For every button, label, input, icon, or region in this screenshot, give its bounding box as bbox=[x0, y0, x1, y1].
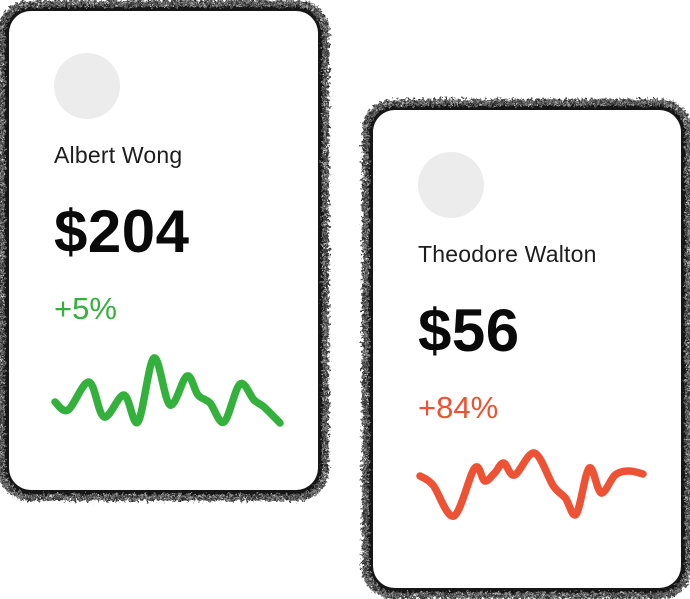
sparkline-chart bbox=[51, 354, 284, 427]
avatar-placeholder-circle bbox=[54, 53, 120, 119]
person-name: Albert Wong bbox=[54, 142, 183, 168]
avatar-placeholder-circle bbox=[418, 152, 484, 218]
stat-card-albert-wong[interactable]: Albert Wong $204 +5% bbox=[0, 0, 329, 501]
card-surface: Albert Wong $204 +5% bbox=[9, 11, 318, 490]
card-surface: Theodore Walton $56 +84% bbox=[373, 110, 681, 588]
change-percentage: +84% bbox=[418, 389, 499, 425]
sparkline-path bbox=[416, 449, 647, 520]
sparkline-path bbox=[51, 354, 284, 427]
change-percentage: +5% bbox=[54, 290, 117, 326]
amount-value: $56 bbox=[418, 296, 520, 364]
person-name: Theodore Walton bbox=[418, 241, 597, 267]
amount-value: $204 bbox=[54, 197, 190, 265]
sparkline-chart bbox=[416, 449, 647, 520]
stat-card-theodore-walton[interactable]: Theodore Walton $56 +84% bbox=[362, 99, 690, 599]
